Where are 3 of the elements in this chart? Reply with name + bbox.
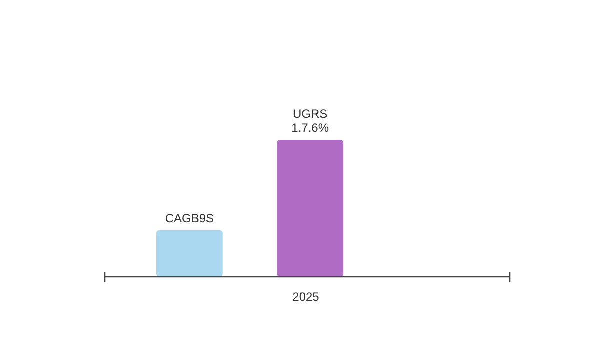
annotation: CAGB9S <box>165 211 214 226</box>
x-axis-title: 2025 <box>292 290 320 304</box>
text: UGRS 1.7.6% <box>292 107 330 135</box>
